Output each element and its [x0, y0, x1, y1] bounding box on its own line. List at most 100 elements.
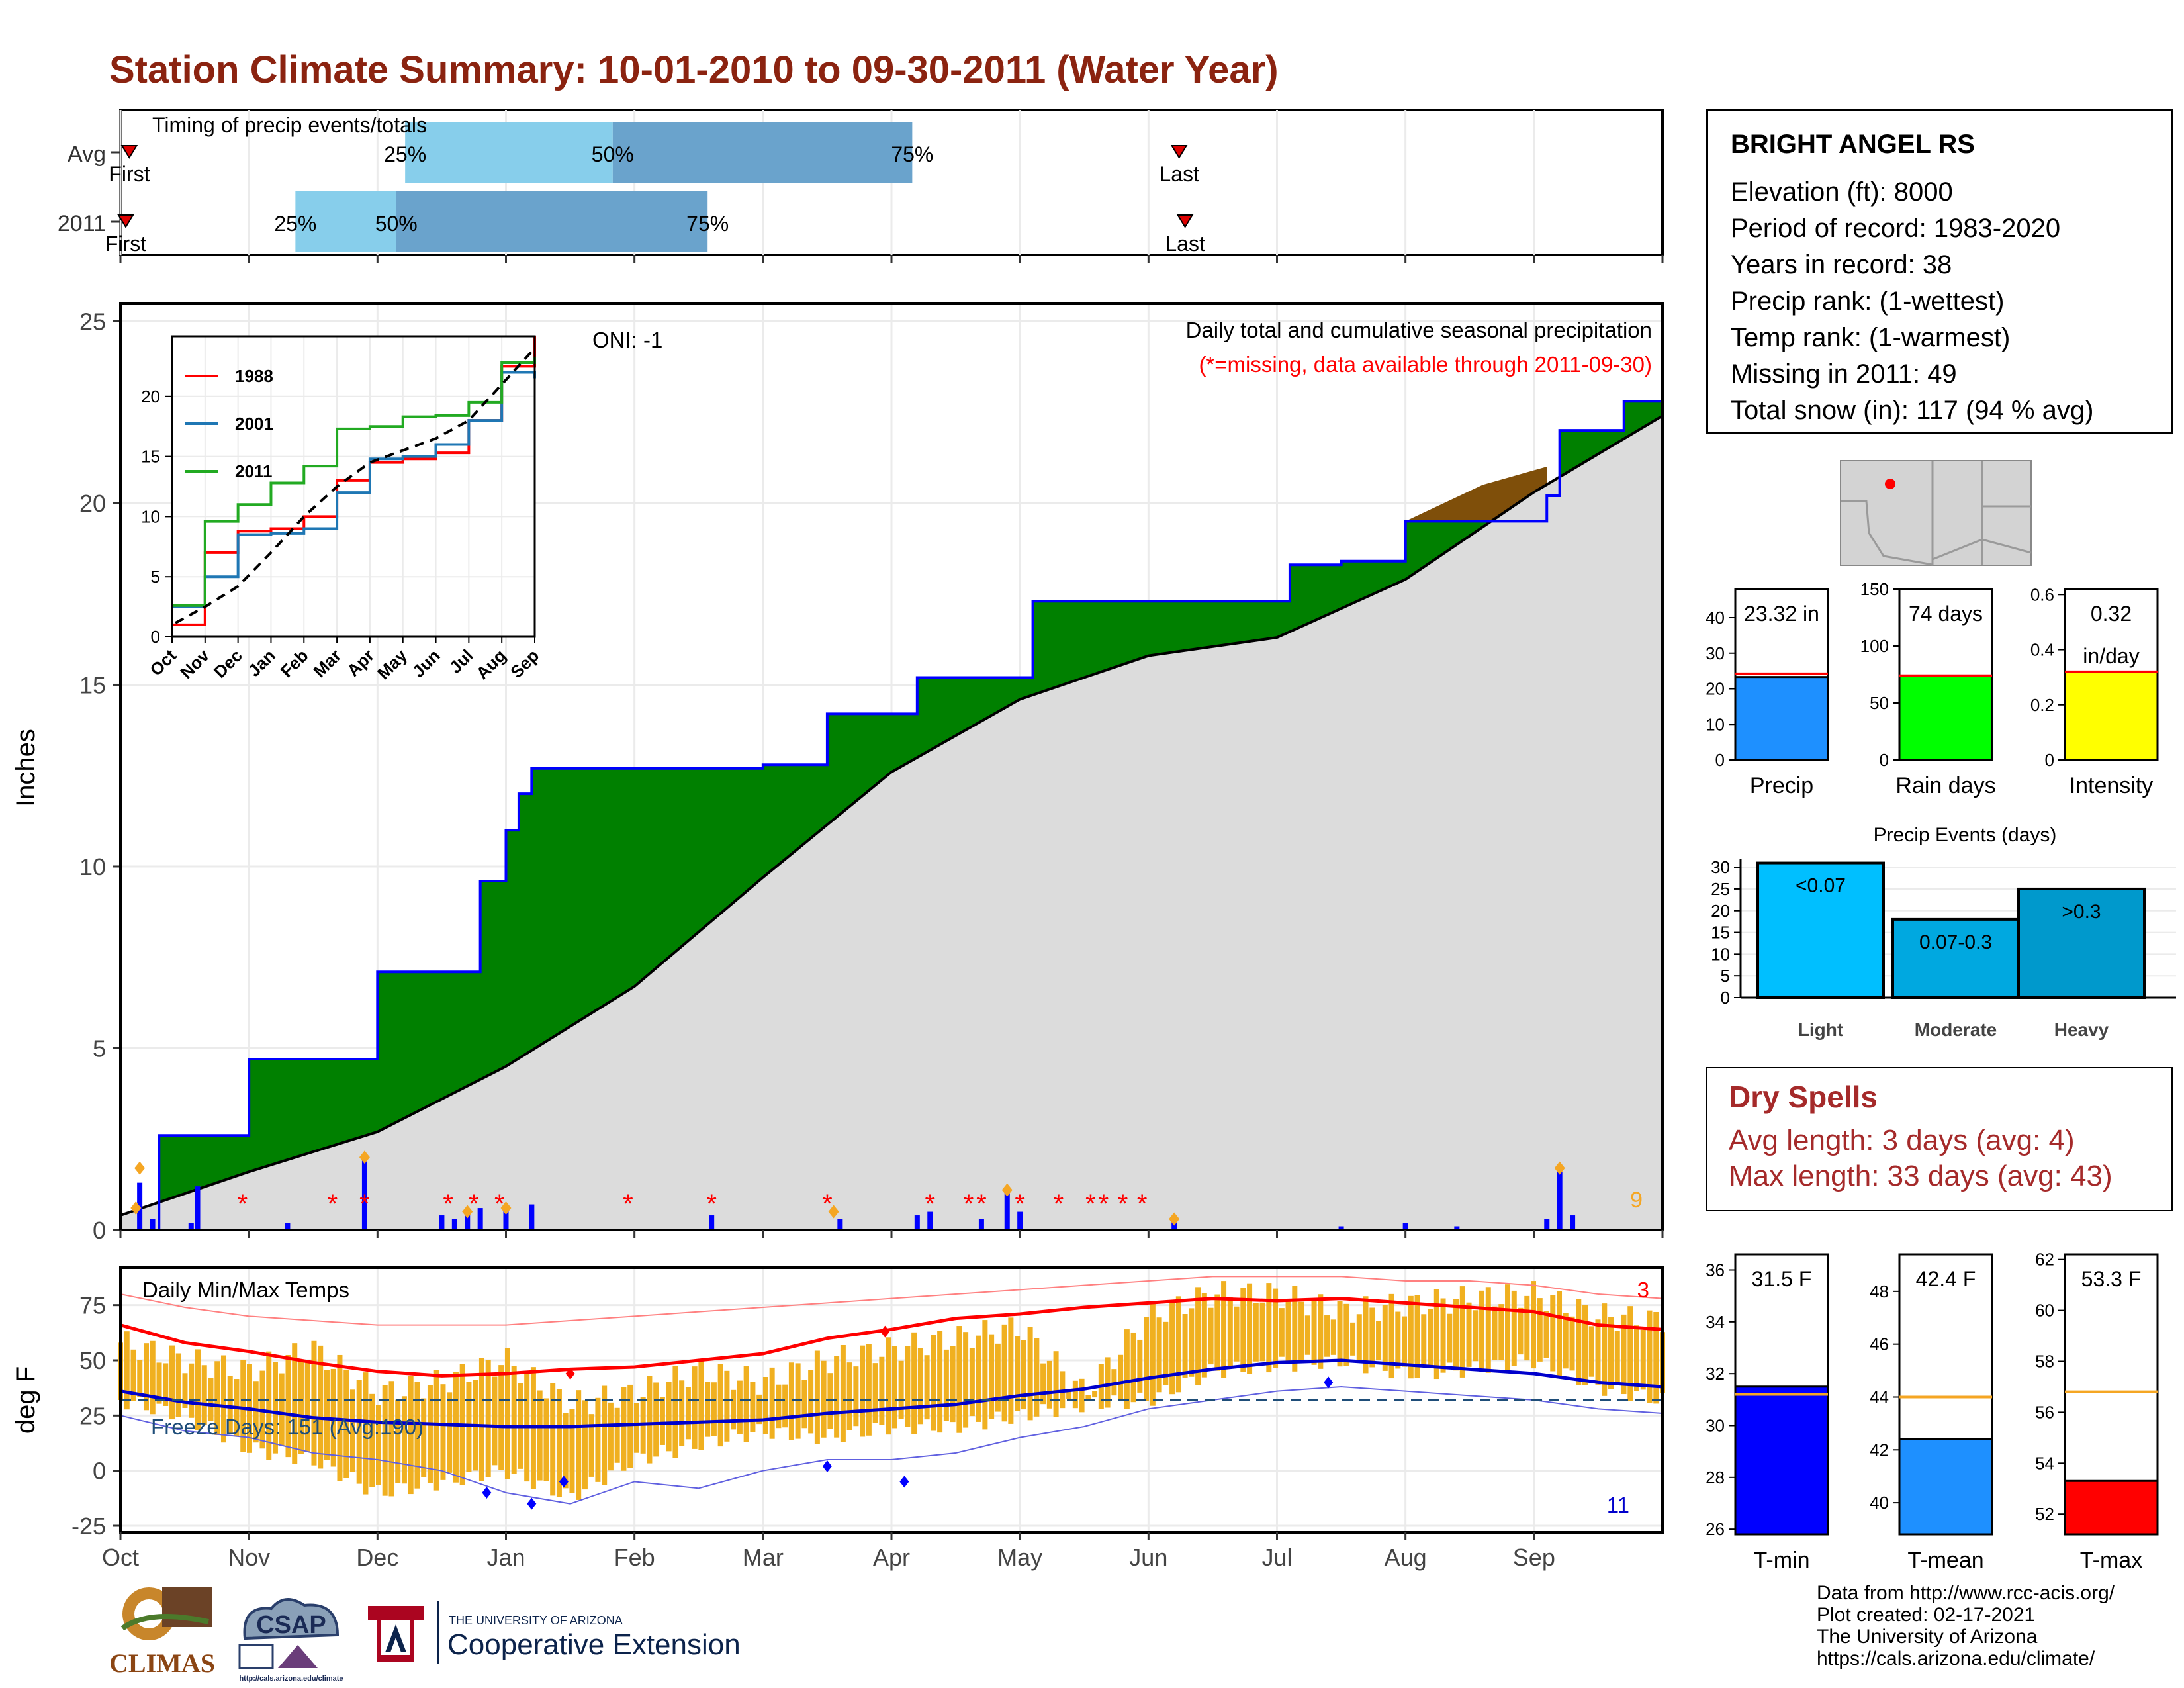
- temp-daily-range-bar: [182, 1373, 188, 1409]
- month-label-Feb: Feb: [614, 1544, 655, 1571]
- temp-daily-range-bar: [898, 1360, 904, 1419]
- mini-category-label-Rain days: Rain days: [1895, 773, 1995, 798]
- cum-daily-precip-bar: [137, 1182, 143, 1230]
- mini-ytick-label: 0: [1880, 750, 1889, 770]
- timing-marker-label: First: [109, 162, 150, 186]
- temp-daily-range-bar: [1395, 1311, 1401, 1369]
- cum-ytick-label: 5: [93, 1035, 106, 1062]
- temp-daily-range-bar: [576, 1390, 582, 1500]
- temp-ytick-label: 50: [79, 1347, 106, 1374]
- events-title: Precip Events (days): [1874, 824, 2057, 846]
- mini-ytick-label: 40: [1706, 608, 1725, 628]
- temp-daily-range-bar: [1595, 1319, 1601, 1385]
- temp-daily-range-bar: [776, 1384, 782, 1429]
- temp-daily-range-bar: [1001, 1324, 1007, 1422]
- cum-missing-marker: *: [469, 1190, 479, 1219]
- cum-daily-precip-bar: [914, 1215, 920, 1230]
- temp-daily-range-bar: [1234, 1306, 1240, 1362]
- cum-snow-marker: [130, 1201, 142, 1215]
- temp-daily-range-bar: [1046, 1360, 1052, 1409]
- temp-daily-range-bar: [130, 1349, 136, 1401]
- page-title: Station Climate Summary: 10-01-2010 to 0…: [109, 48, 1279, 91]
- temp-daily-range-bar: [782, 1384, 788, 1428]
- temp-daily-range-bar: [1537, 1298, 1543, 1362]
- mini-ytick-label: 0.4: [2030, 640, 2054, 660]
- temp-daily-range-bar: [1195, 1287, 1201, 1385]
- temp-daily-range-bar: [1169, 1300, 1175, 1395]
- location-map: [1840, 460, 2032, 566]
- temp-daily-range-bar: [1388, 1293, 1394, 1379]
- timing-marker: [117, 214, 134, 228]
- mini-ytick-label: 56: [2035, 1402, 2054, 1422]
- inset-bg: [172, 336, 535, 637]
- temp-daily-range-bar: [1621, 1314, 1627, 1395]
- cum-snow-marker: [1554, 1161, 1565, 1175]
- temp-daily-range-bar: [266, 1351, 272, 1460]
- cum-daily-precip-bar: [837, 1219, 843, 1230]
- mini-category-label-T-min: T-min: [1754, 1548, 1810, 1573]
- cum-snow-marker: [1001, 1183, 1013, 1197]
- temp-daily-range-bar: [1653, 1311, 1659, 1404]
- mini-ytick-label: 0.6: [2030, 585, 2054, 604]
- inset-ytick-label: 20: [141, 387, 160, 406]
- ua-big-text: Cooperative Extension: [447, 1628, 741, 1661]
- temp-daily-range-bar: [891, 1346, 897, 1429]
- temp-daily-range-bar: [1137, 1339, 1143, 1393]
- timing-marker: [1176, 214, 1194, 228]
- cum-ytick-label: 20: [79, 490, 106, 517]
- temp-daily-range-bar: [1201, 1293, 1207, 1378]
- temp-daily-range-bar: [1079, 1378, 1085, 1413]
- events-ytick-label: 25: [1711, 879, 1730, 899]
- temp-daily-range-bar: [1531, 1281, 1537, 1369]
- temp-daily-range-bar: [1453, 1299, 1459, 1371]
- temp-daily-range-bar: [1072, 1380, 1078, 1409]
- temp-daily-range-bar: [1214, 1294, 1220, 1371]
- cum-daily-precip-bar: [465, 1215, 471, 1230]
- temp-daily-range-bar: [1588, 1326, 1594, 1377]
- temp-daily-range-bar: [814, 1350, 820, 1444]
- temp-record-high-marker: [880, 1325, 890, 1338]
- cum-daily-precip-bar: [439, 1215, 445, 1230]
- mini-ytick-label: 44: [1870, 1387, 1889, 1407]
- temp-daily-range-bar: [382, 1385, 388, 1496]
- credit-data-source: Data from http://www.rcc-acis.org/: [1817, 1582, 2115, 1604]
- temp-daily-range-bar: [1376, 1321, 1382, 1360]
- temp-daily-range-bar: [1144, 1317, 1150, 1401]
- temp-daily-range-bar: [304, 1362, 310, 1452]
- temp-daily-range-bar: [963, 1332, 969, 1428]
- timing-panel: Avg 25% 50% 75% First Last 2011 25% 50% 75% First L…: [58, 109, 1664, 263]
- events-ytick-label: 15: [1711, 923, 1730, 943]
- temp-daily-range-bar: [614, 1407, 620, 1463]
- inset-xtick-label-Jun: Jun: [408, 645, 444, 681]
- month-label-Apr: Apr: [873, 1544, 910, 1571]
- temp-ytick-label: 0: [93, 1458, 106, 1485]
- mini-bar-Precip: [1734, 676, 1829, 761]
- timing-label-75: 75%: [686, 212, 729, 236]
- temp-daily-range-bar: [1414, 1295, 1420, 1378]
- mini-ytick-label: 50: [1870, 693, 1889, 713]
- temp-daily-range-bar: [724, 1370, 730, 1442]
- events-ytick-label: 5: [1721, 966, 1730, 986]
- temp-daily-range-bar: [511, 1366, 517, 1474]
- mini-ytick-label: 40: [1870, 1493, 1889, 1513]
- timing-marker-label: Last: [1165, 232, 1205, 256]
- ua-small-text: THE UNIVERSITY OF ARIZONA: [449, 1614, 623, 1627]
- month-label-Nov: Nov: [228, 1544, 270, 1571]
- cum-daily-precip-bar: [477, 1208, 483, 1230]
- station-elevation: Elevation (ft): 8000: [1731, 177, 1953, 207]
- temp-daily-range-bar: [1602, 1303, 1608, 1396]
- temp-daily-range-bar: [756, 1394, 762, 1425]
- temp-daily-range-bar: [1608, 1317, 1614, 1389]
- temp-daily-range-bar: [1421, 1314, 1427, 1366]
- mini-bar-Rain days: [1898, 675, 1993, 761]
- temp-daily-range-bar: [1627, 1306, 1633, 1401]
- station-snow: Total snow (in): 117 (94 % avg): [1731, 396, 2094, 425]
- temp-record-low-marker: [899, 1476, 909, 1488]
- cum-missing-marker: *: [1099, 1190, 1109, 1219]
- cum-snow-marker: [462, 1205, 473, 1219]
- temp-daily-range-bar: [808, 1370, 814, 1434]
- station-name: BRIGHT ANGEL RS: [1731, 130, 1975, 159]
- mini-category-label-Intensity: Intensity: [2070, 773, 2154, 798]
- cum-missing-marker: *: [1137, 1190, 1148, 1219]
- mini-bar-T-min: [1734, 1385, 1829, 1536]
